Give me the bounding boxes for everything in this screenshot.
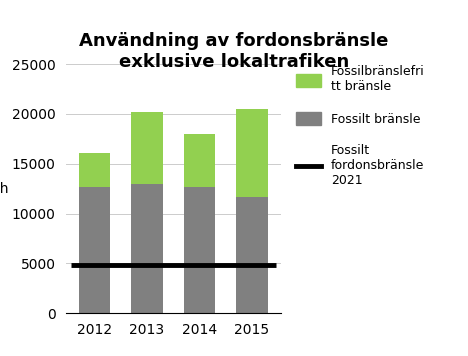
Bar xyxy=(183,134,215,187)
Legend: Fossilbränslefri
tt bränsle, Fossilt bränsle, Fossilt
fordonsbränsle
2021: Fossilbränslefri tt bränsle, Fossilt brä… xyxy=(296,66,424,188)
Bar xyxy=(79,187,110,313)
Bar xyxy=(79,153,110,187)
Bar xyxy=(236,197,268,313)
Bar xyxy=(236,109,268,197)
Bar xyxy=(183,187,215,313)
Bar xyxy=(131,112,163,184)
Y-axis label: MWh: MWh xyxy=(0,182,9,196)
Bar xyxy=(131,184,163,313)
Text: Användning av fordonsbränsle
exklusive lokaltrafiken: Användning av fordonsbränsle exklusive l… xyxy=(79,32,389,71)
